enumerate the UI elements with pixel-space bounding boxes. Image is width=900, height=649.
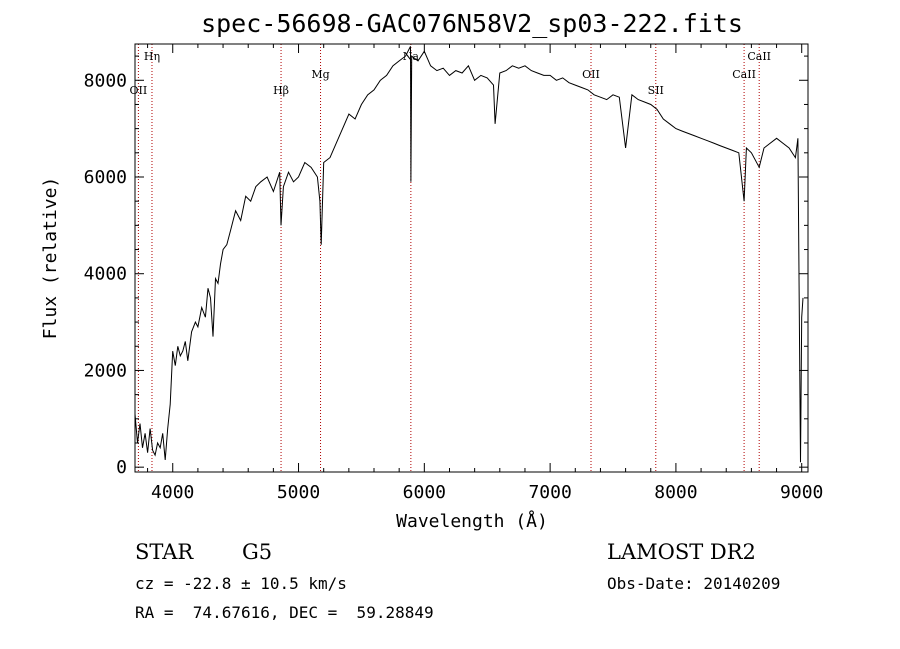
chart-title: spec-56698-GAC076N58V2_sp03-222.fits	[201, 9, 743, 38]
spectral-line-label: SII	[648, 84, 664, 97]
spectral-line-label: Hη	[144, 50, 160, 63]
y-tick-label: 8000	[84, 70, 127, 91]
x-tick-label: 8000	[654, 482, 697, 503]
spectral-line-label: CaII	[732, 68, 756, 81]
axis-ticks-layer: 4000 5000 6000 7000 8000 9000 0 2000 4000 6000 800…	[84, 44, 823, 503]
plot-frame	[134, 43, 809, 473]
spectral-line-label: CaII	[747, 50, 771, 63]
y-tick-label: 2000	[84, 360, 127, 381]
x-tick-label: 9000	[780, 482, 823, 503]
x-tick-label: 6000	[403, 482, 446, 503]
y-axis-label: Flux (relative)	[40, 177, 61, 340]
x-tick-label: 4000	[151, 482, 194, 503]
y-tick-label: 0	[116, 457, 127, 478]
object-class: STAR	[135, 540, 194, 564]
survey-name: LAMOST DR2	[607, 540, 756, 564]
x-tick-label: 7000	[528, 482, 571, 503]
spectral-line-label: Mg	[311, 68, 329, 81]
spectral-line-label: Hβ	[273, 84, 289, 97]
spectrum-line	[134, 46, 804, 463]
y-tick-label: 6000	[84, 167, 127, 188]
y-tick-label: 4000	[84, 264, 127, 285]
spectral-line-label: OII	[130, 84, 148, 97]
redshift-cz: cz = -22.8 ± 10.5 km/s	[135, 574, 347, 593]
spectral-line-label: OII	[582, 68, 600, 81]
object-subclass: G5	[242, 540, 273, 564]
obs-date: Obs-Date: 20140209	[607, 574, 781, 593]
x-axis-label: Wavelength (Å)	[396, 510, 548, 532]
x-tick-label: 5000	[277, 482, 320, 503]
ra-dec: RA = 74.67616, DEC = 59.28849	[135, 603, 434, 622]
